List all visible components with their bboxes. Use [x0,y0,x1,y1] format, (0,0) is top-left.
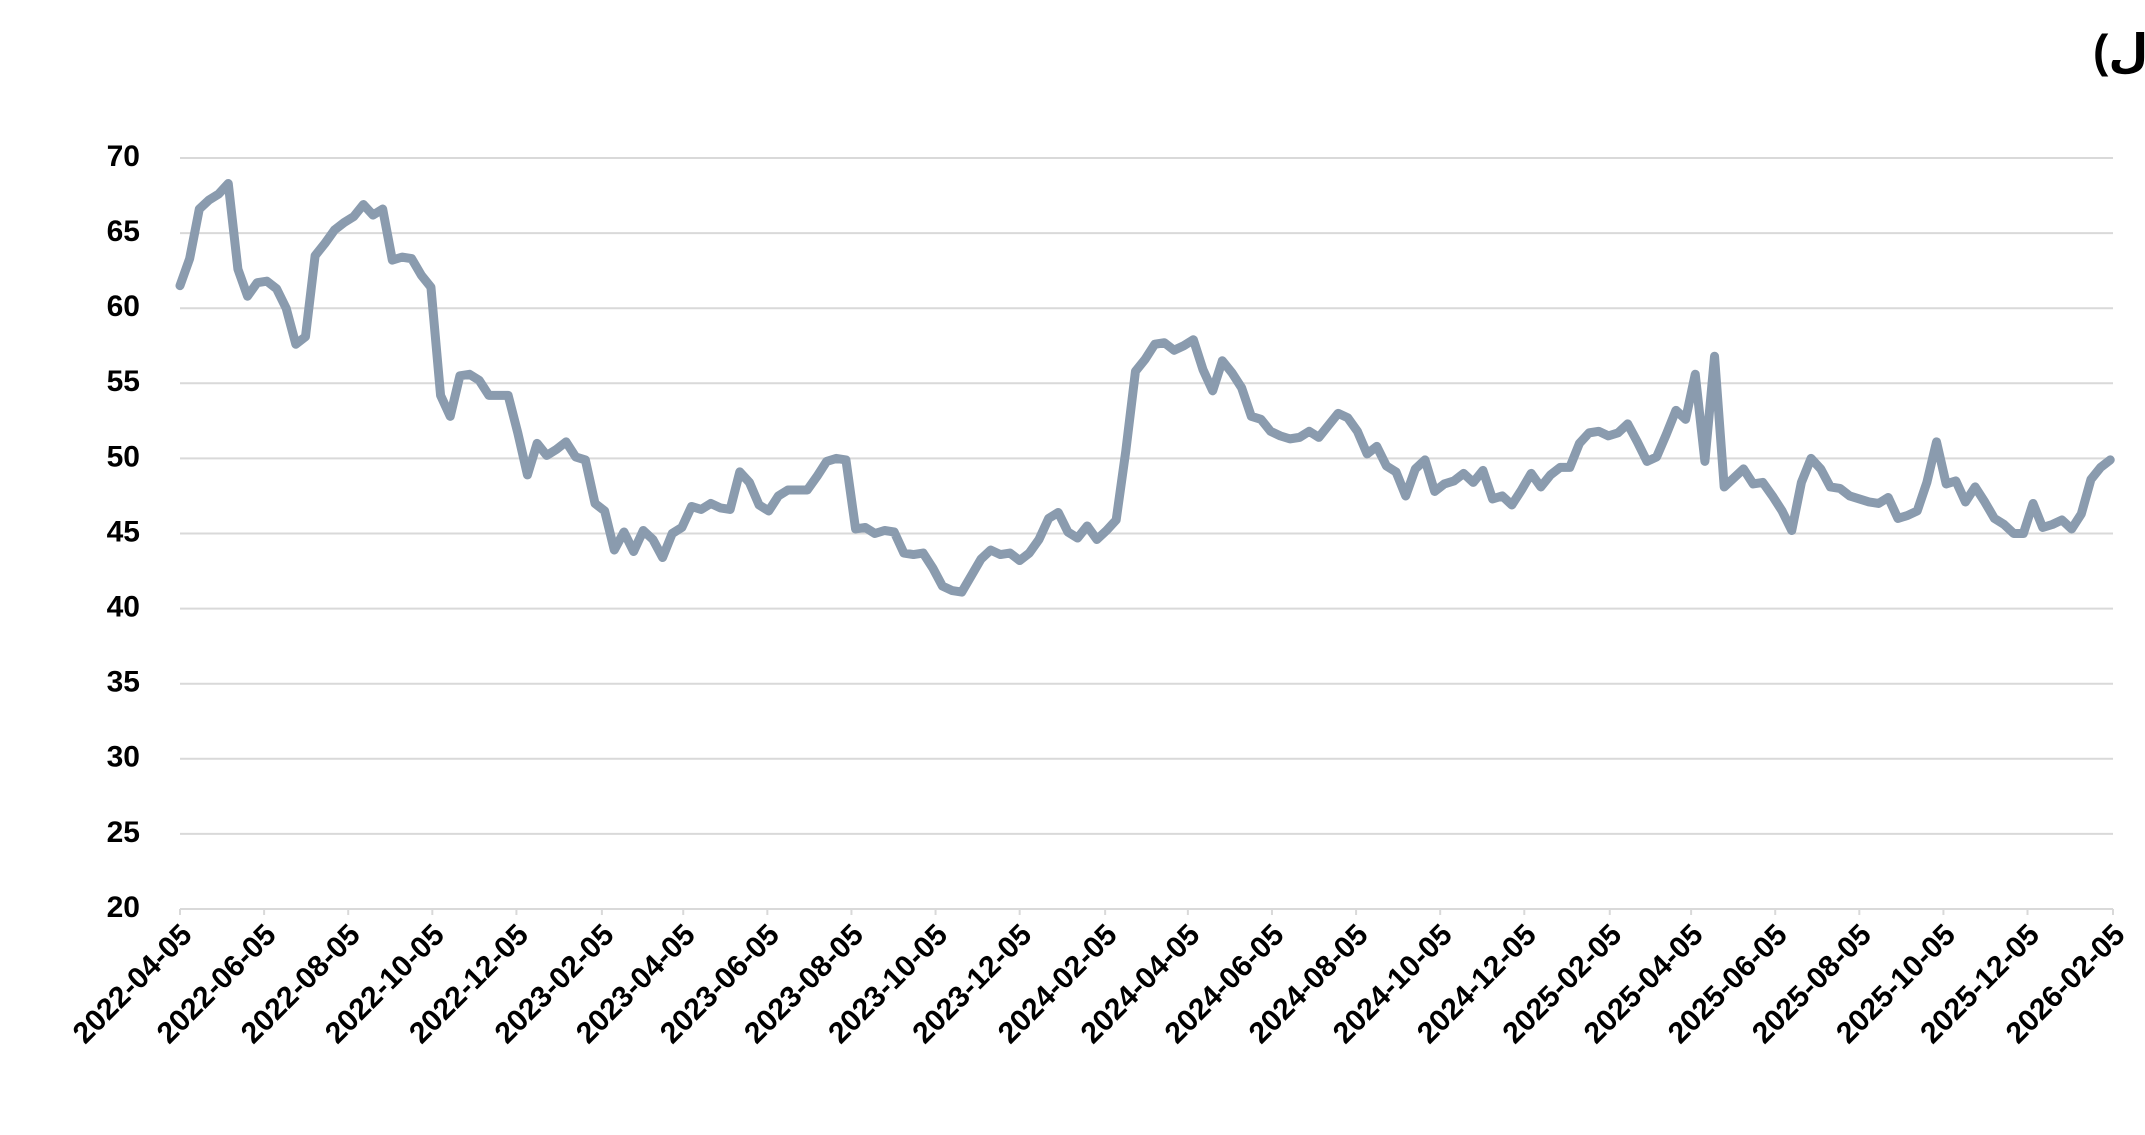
y-tick-label: 30 [107,741,140,774]
y-tick-label: 45 [107,515,140,548]
y-tick-label: 25 [107,816,140,849]
y-tick-label: 50 [107,440,140,473]
y-tick-label: 40 [107,591,140,624]
y-tick-label: 70 [107,140,140,173]
y-tick-label: 60 [107,290,140,323]
y-tick-label: 35 [107,666,140,699]
y-tick-label: 20 [107,891,140,924]
grid [180,157,2113,910]
chart-title: تطور حصة ملكية المستثمرين الأجانب المؤسس… [2093,23,2145,78]
y-tick-label: 65 [107,215,140,248]
data-line [175,179,2115,597]
y-tick-label: 55 [107,365,140,398]
